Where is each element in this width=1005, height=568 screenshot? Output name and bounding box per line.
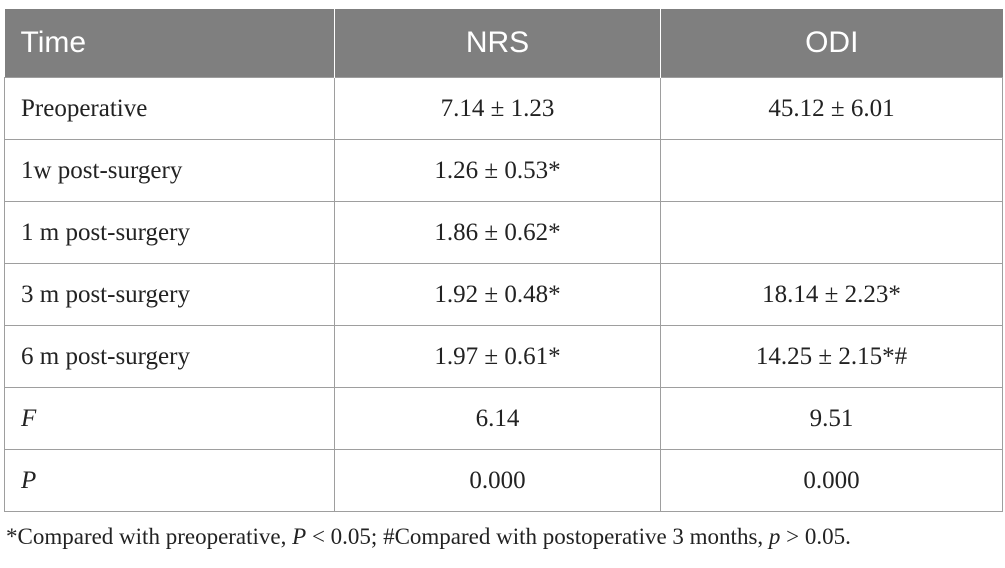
nrs-cell: 0.000 bbox=[334, 449, 661, 512]
footnote-p-lower: p bbox=[768, 524, 781, 549]
row-label: 1w post-surgery bbox=[4, 139, 335, 202]
table-row: P 0.000 0.000 bbox=[4, 449, 1003, 512]
odi-cell: 45.12 ± 6.01 bbox=[660, 77, 1003, 140]
table-header: Time NRS ODI bbox=[4, 9, 1003, 78]
row-label: Preoperative bbox=[4, 77, 335, 140]
table-row: 6 m post-surgery 1.97 ± 0.61* 14.25 ± 2.… bbox=[4, 325, 1003, 388]
footnote-text-1: *Compared with preoperative, bbox=[6, 524, 293, 549]
table-body: Preoperative 7.14 ± 1.23 45.12 ± 6.01 1w… bbox=[4, 77, 1003, 512]
odi-cell: 0.000 bbox=[660, 449, 1003, 512]
table-footnote: *Compared with preoperative, P < 0.05; #… bbox=[6, 524, 851, 550]
nrs-cell: 6.14 bbox=[334, 387, 661, 450]
odi-cell: 9.51 bbox=[660, 387, 1003, 450]
table-row: 3 m post-surgery 1.92 ± 0.48* 18.14 ± 2.… bbox=[4, 263, 1003, 326]
table-row: F 6.14 9.51 bbox=[4, 387, 1003, 450]
results-table: Time NRS ODI Preoperative 7.14 ± 1.23 45… bbox=[4, 9, 1003, 512]
header-row: Time NRS ODI bbox=[4, 9, 1003, 78]
nrs-cell: 1.86 ± 0.62* bbox=[334, 201, 661, 264]
table-row: Preoperative 7.14 ± 1.23 45.12 ± 6.01 bbox=[4, 77, 1003, 140]
odi-cell bbox=[660, 201, 1003, 264]
table-row: 1w post-surgery 1.26 ± 0.53* bbox=[4, 139, 1003, 202]
header-nrs: NRS bbox=[334, 9, 661, 78]
row-label-f: F bbox=[4, 387, 335, 450]
nrs-cell: 1.92 ± 0.48* bbox=[334, 263, 661, 326]
header-odi: ODI bbox=[660, 9, 1003, 78]
header-time: Time bbox=[4, 9, 335, 78]
table-row: 1 m post-surgery 1.86 ± 0.62* bbox=[4, 201, 1003, 264]
nrs-cell: 1.97 ± 0.61* bbox=[334, 325, 661, 388]
odi-cell: 18.14 ± 2.23* bbox=[660, 263, 1003, 326]
footnote-text-3: > 0.05. bbox=[780, 524, 851, 549]
nrs-cell: 7.14 ± 1.23 bbox=[334, 77, 661, 140]
nrs-cell: 1.26 ± 0.53* bbox=[334, 139, 661, 202]
odi-cell bbox=[660, 139, 1003, 202]
footnote-p-upper: P bbox=[292, 524, 307, 549]
odi-cell: 14.25 ± 2.15*# bbox=[660, 325, 1003, 388]
row-label: 6 m post-surgery bbox=[4, 325, 335, 388]
row-label-p: P bbox=[4, 449, 335, 512]
footnote-text-2: < 0.05; #Compared with postoperative 3 m… bbox=[306, 524, 769, 549]
row-label: 3 m post-surgery bbox=[4, 263, 335, 326]
row-label: 1 m post-surgery bbox=[4, 201, 335, 264]
